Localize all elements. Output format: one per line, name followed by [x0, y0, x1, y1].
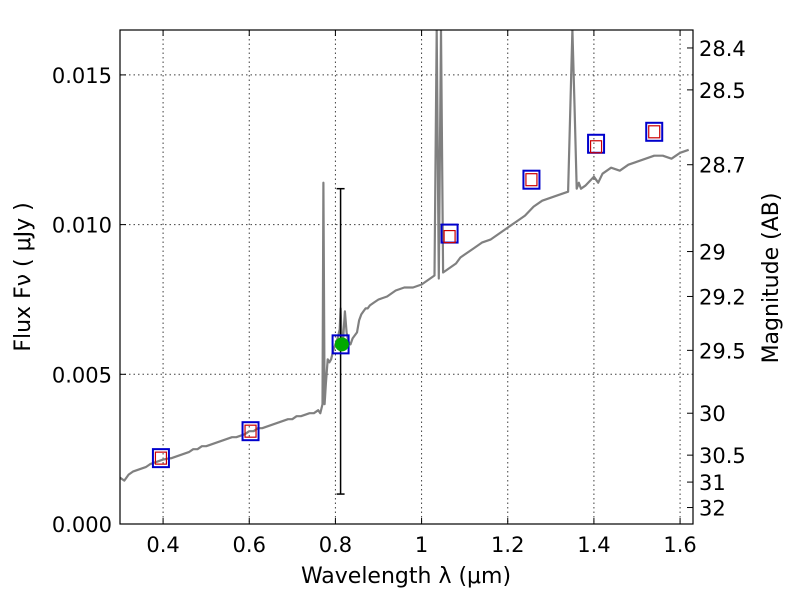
model-point: [443, 229, 456, 244]
observed-point: [645, 121, 664, 142]
observed-point: [522, 169, 541, 190]
right-tick-label: 28.4: [699, 37, 746, 61]
x-tick-label: 0.8: [319, 533, 352, 557]
spectrum-line: [120, 30, 690, 482]
points-layer: [151, 121, 664, 495]
model-point: [244, 424, 257, 438]
x-axis: 0.4 0.6 0.8 1 1.2 1.4 1.6: [146, 30, 697, 557]
x-tick-label: 1.4: [577, 533, 610, 557]
y-axis-right-title: Magnitude (AB): [759, 193, 784, 364]
x-tick-label: 1: [415, 533, 428, 557]
spectrum-layer: [120, 30, 690, 482]
model-point: [154, 451, 168, 465]
grid-layer: [120, 30, 693, 525]
plot-frame: [119, 29, 694, 525]
right-tick-label: 29.5: [699, 339, 746, 363]
model-point: [589, 140, 603, 154]
model-point: [525, 173, 538, 187]
right-tick-label: 29.2: [699, 285, 746, 309]
observed-point: [241, 421, 260, 442]
y-tick-label: 0.000: [52, 513, 112, 537]
right-tick-label: 32: [699, 497, 726, 521]
right-tick-label: 28.5: [699, 79, 746, 103]
x-tick-label: 1.6: [663, 533, 696, 557]
y-tick-label: 0.005: [52, 363, 112, 387]
x-tick-label: 0.6: [233, 533, 266, 557]
y-axis-title: Flux Fν ( μJy ): [11, 202, 36, 351]
right-tick-label: 31: [699, 471, 726, 495]
model-point: [648, 125, 661, 139]
right-tick-label: 30: [699, 402, 726, 426]
y-axis-left: 0.000 0.005 0.010 0.015: [52, 64, 126, 537]
right-tick-label: 30.5: [699, 444, 746, 468]
x-tick-label: 1.2: [491, 533, 524, 557]
highlight-point: [334, 337, 349, 352]
x-tick-label: 0.4: [146, 533, 179, 557]
x-axis-title: Wavelength λ (μm): [301, 564, 511, 589]
right-tick-label: 29: [699, 241, 726, 265]
right-tick-label: 28.7: [699, 154, 746, 178]
y-tick-label: 0.010: [52, 214, 112, 238]
observed-point: [151, 448, 170, 469]
y-tick-label: 0.015: [52, 64, 112, 88]
